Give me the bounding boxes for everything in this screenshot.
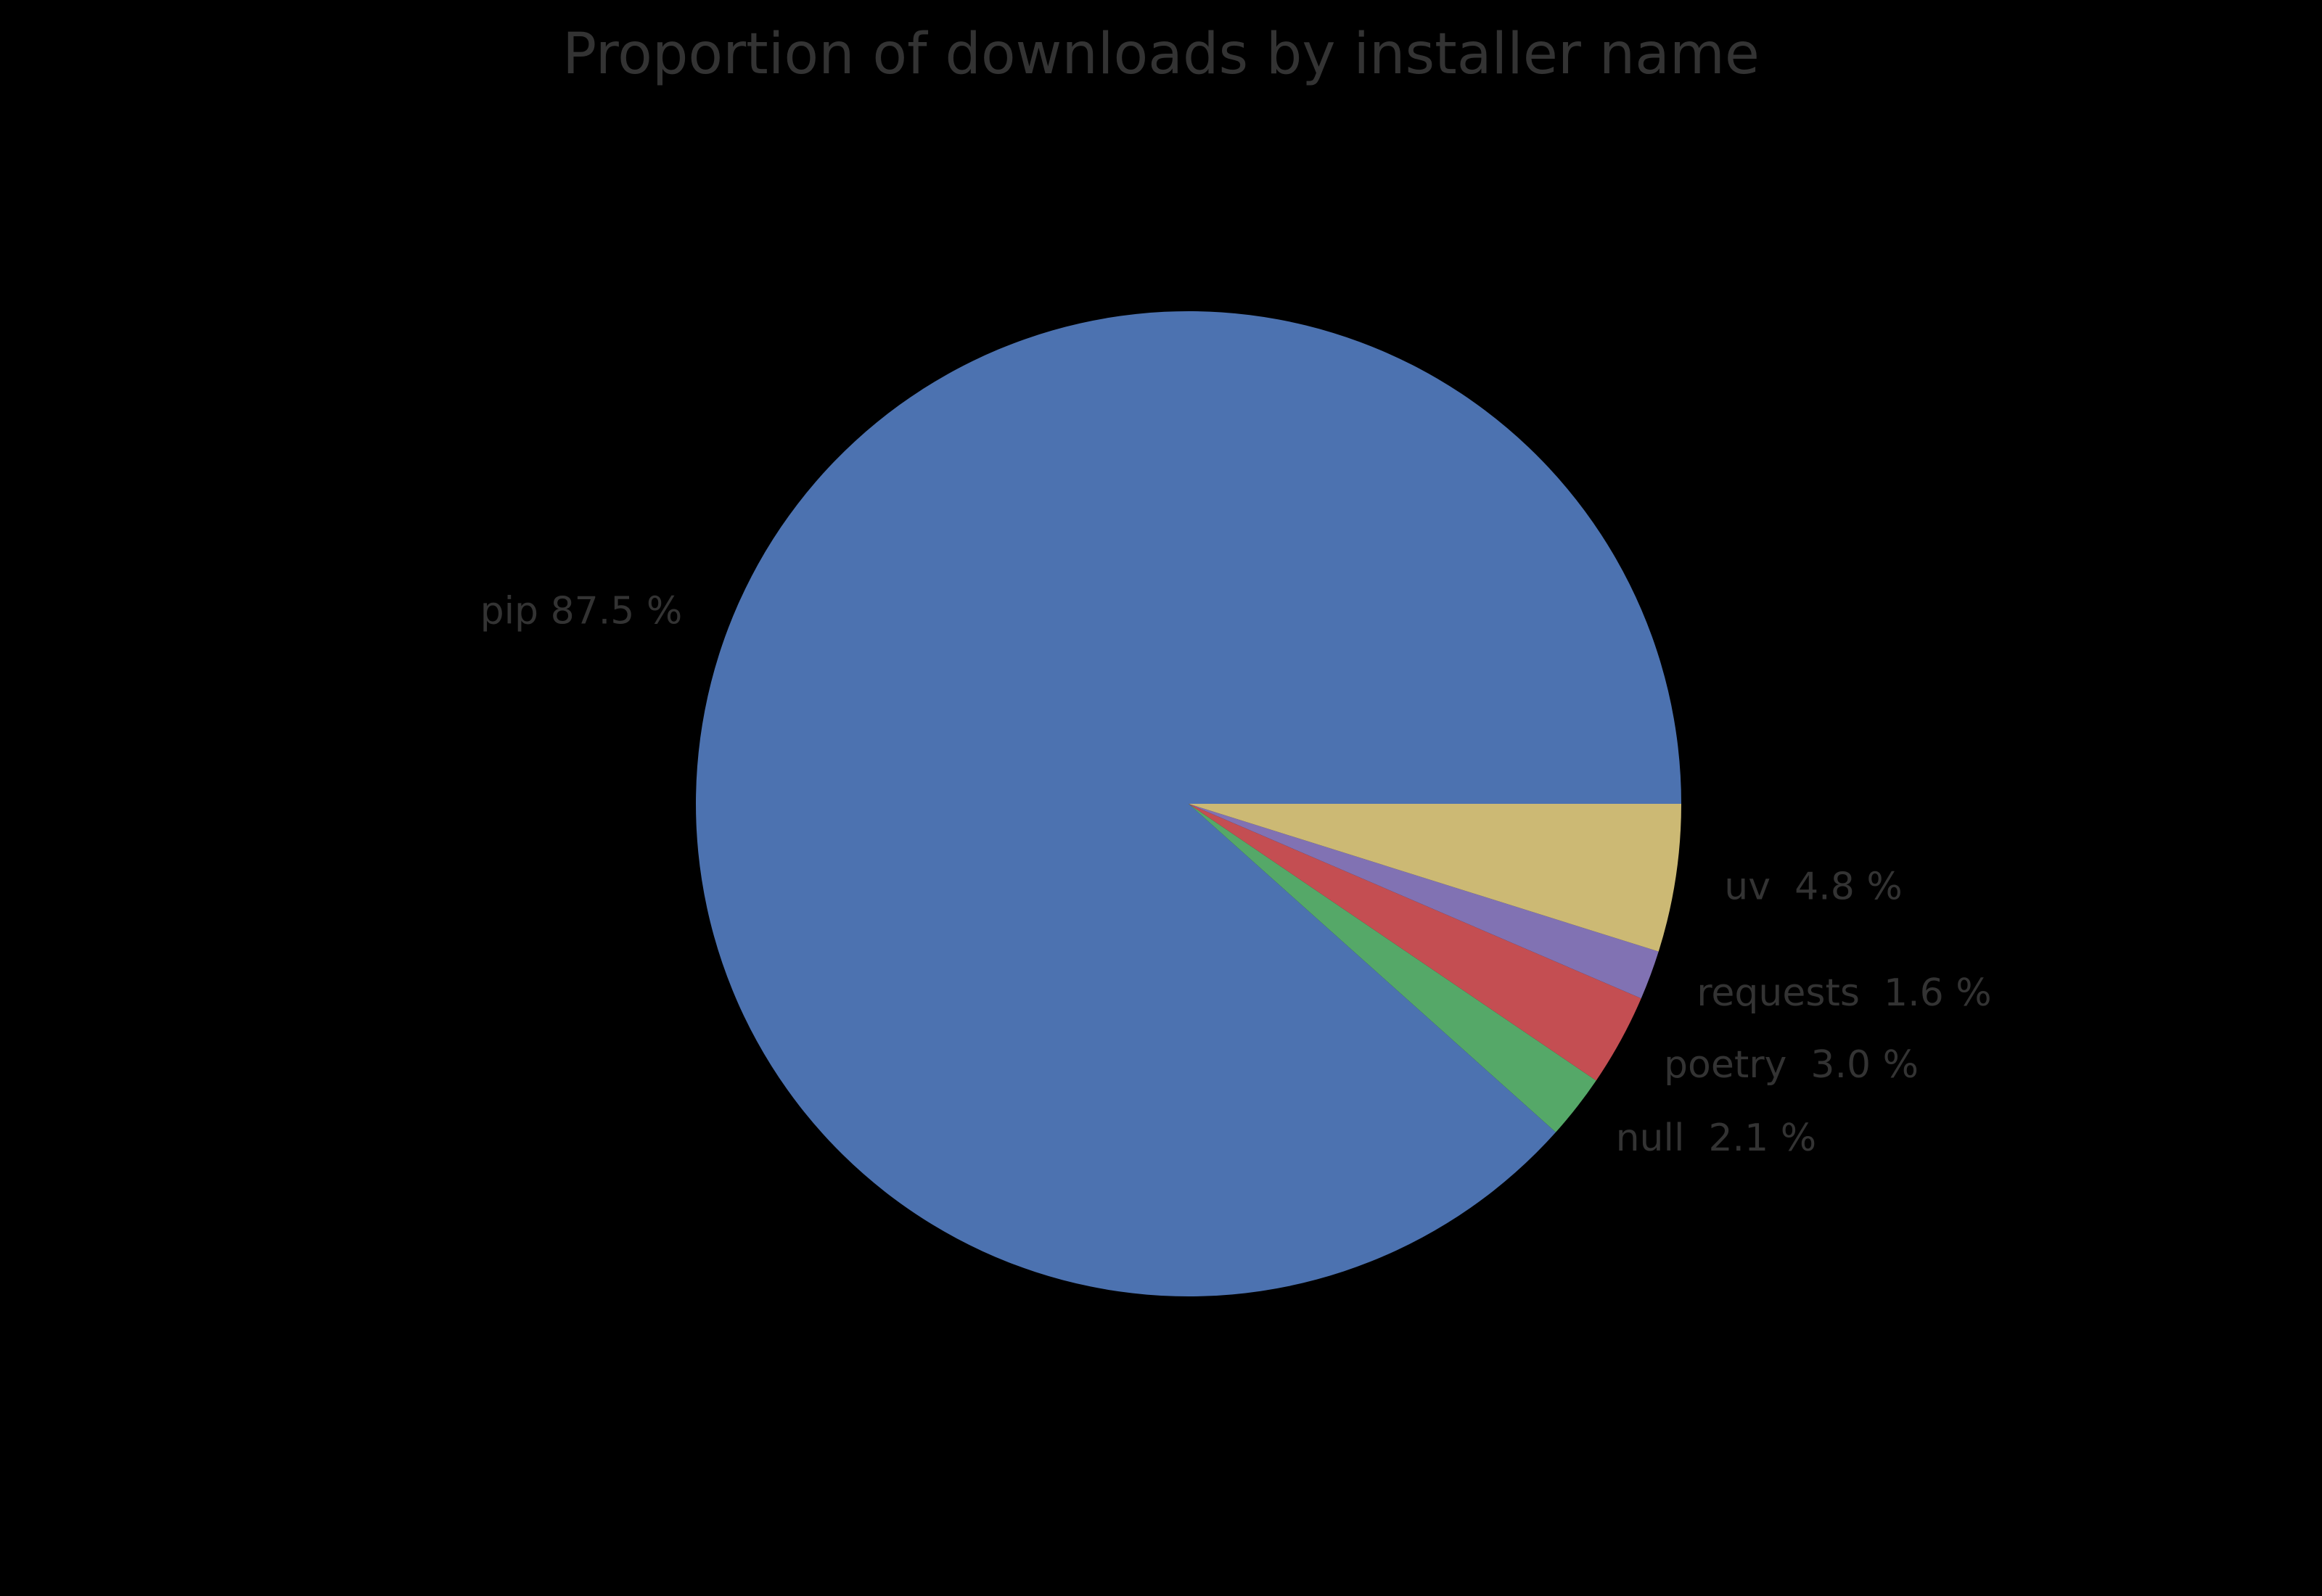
pie-label-null: null 2.1 % (1616, 1116, 1817, 1160)
chart-title: Proportion of downloads by installer nam… (562, 22, 1760, 87)
pie-slice-poetry (1189, 804, 1641, 1081)
pie-label-poetry: poetry 3.0 % (1664, 1043, 1919, 1087)
pie-slices-group (696, 310, 1681, 1296)
pie-slice-requests (1189, 804, 1659, 999)
pie-label-pip: pip 87.5 % (480, 590, 683, 633)
pie-label-uv: uv 4.8 % (1724, 865, 1902, 909)
pie-label-requests: requests 1.6 % (1697, 971, 1991, 1015)
pie-slice-uv (1189, 804, 1681, 952)
pie-slice-null (1189, 804, 1596, 1132)
pie-slice-pip (696, 310, 1681, 1296)
pie-labels-group: pip 87.5 % null 2.1 % poetry 3.0 % requests… (480, 590, 1992, 1160)
